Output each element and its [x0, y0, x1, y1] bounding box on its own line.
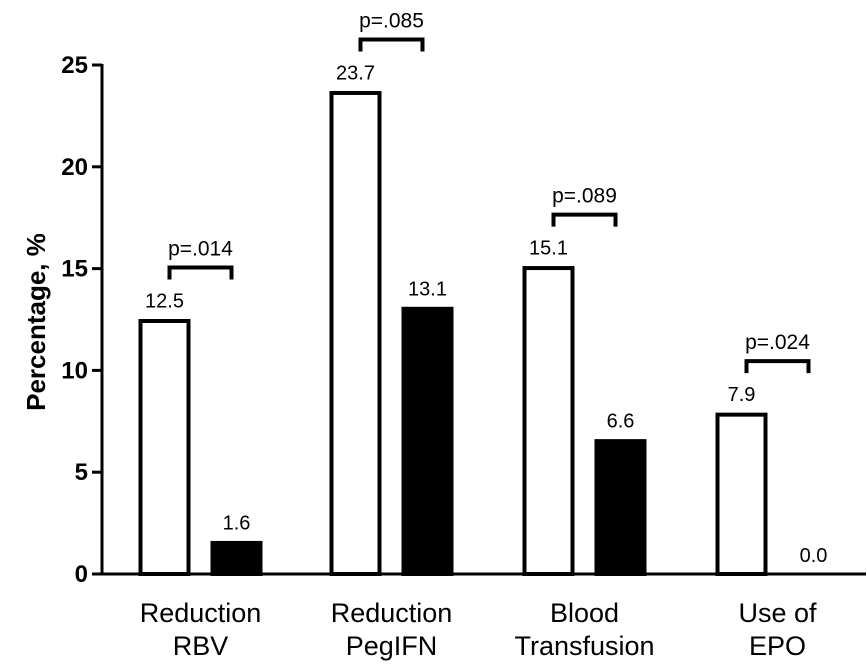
labels: 12.51.6p=.014ReductionRBV23.713.1p=.085R…: [140, 9, 828, 661]
bar: [210, 540, 263, 577]
bar: [329, 90, 382, 577]
data-label: 7.9: [728, 384, 756, 406]
data-label: 1.6: [223, 512, 251, 534]
bar: [522, 266, 575, 576]
bar: [401, 306, 454, 576]
data-label: 0.0: [800, 545, 828, 567]
data-label: 6.6: [607, 411, 635, 433]
bar: [138, 319, 191, 576]
y-tick-label: 5: [75, 459, 88, 486]
x-category-label: PegIFN: [346, 631, 438, 661]
bars: [138, 90, 768, 577]
y-tick-label: 15: [61, 256, 88, 283]
p-value-bracket: [551, 212, 618, 227]
y-tick-label: 10: [61, 357, 88, 384]
data-label: 12.5: [145, 291, 184, 313]
x-category-label: EPO: [749, 631, 806, 661]
x-category-label: Blood: [550, 598, 619, 628]
data-label: 13.1: [408, 278, 447, 300]
data-label: 15.1: [529, 238, 568, 260]
p-value-bracket: [744, 359, 811, 374]
y-axis-title: Percentage, %: [21, 233, 51, 411]
p-value-label: p=.014: [168, 238, 233, 261]
p-value-label: p=.024: [745, 331, 810, 354]
x-category-label: RBV: [173, 631, 229, 661]
x-category-label: Reduction: [331, 598, 453, 628]
bar: [594, 439, 647, 576]
y-tick-label: 0: [75, 561, 88, 588]
x-category-label: Transfusion: [514, 631, 654, 661]
x-category-label: Reduction: [140, 598, 262, 628]
y-tick-label: 20: [61, 154, 88, 181]
p-value-bracket: [358, 37, 425, 52]
p-value-bracket: [167, 265, 234, 280]
y-tick-label: 25: [61, 52, 88, 79]
bar: [715, 412, 768, 576]
p-value-label: p=.085: [359, 9, 424, 32]
x-category-label: Use of: [738, 598, 817, 628]
data-label: 23.7: [336, 62, 375, 84]
p-value-label: p=.089: [552, 185, 617, 208]
